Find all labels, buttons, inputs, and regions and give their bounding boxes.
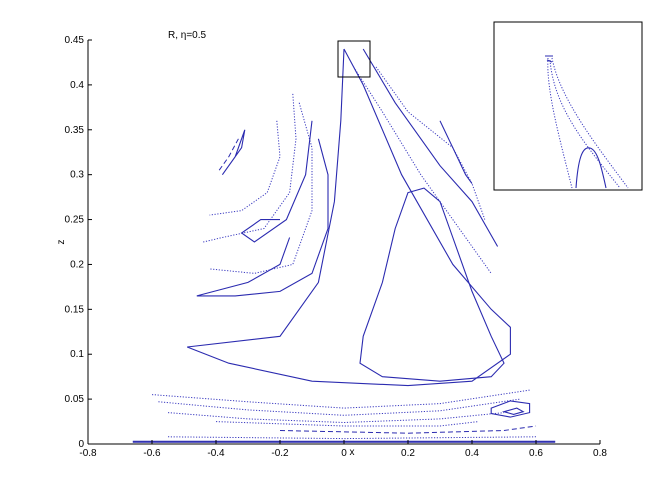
y-tick-label: 0.4 [70,80,84,91]
orbit-curve [353,66,492,274]
orbit-curves [132,48,556,443]
axes: -0.8 -0.6 -0.4 -0.2 0 0.2 0.4 0.6 0.8 0 0.05 0.1 0.… [65,35,608,459]
y-tick-label: 0.05 [65,394,85,405]
inset-frame [493,21,643,191]
zoom-region-box [337,40,371,78]
y-tick-label: 0.1 [70,349,84,360]
x-tick-label: 0 [341,448,347,459]
y-tick-label: 0.45 [65,35,85,46]
x-tick-label: 0.6 [529,448,543,459]
orbit-curve [439,120,473,184]
orbit-curve [501,407,525,415]
inset-curve [549,59,621,189]
inset-curve [545,55,553,63]
orbit-curve [279,425,537,434]
x-axis-label: x [350,447,355,458]
y-axis-label: z [56,240,67,245]
orbit-curve [375,66,486,220]
orbit-curve [359,187,505,382]
inset-panel [493,21,643,191]
x-tick-label: 0.8 [593,448,607,459]
orbit-curve [209,120,281,216]
y-tick-label: 0.15 [65,304,85,315]
x-tick-label: -0.8 [79,448,97,459]
x-tick-label: 0.2 [401,448,415,459]
chart-annotation: R, η=0.5 [168,30,207,41]
orbit-curve [167,436,537,440]
orbit-curve [209,102,313,274]
y-tick-label: 0 [78,439,84,450]
y-tick-label: 0.25 [65,215,85,226]
x-tick-label: -0.6 [143,448,161,459]
orbit-curve [196,138,329,297]
y-tick-label: 0.35 [65,125,85,136]
orbit-curve [221,129,246,176]
orbit-curve [187,48,511,387]
orbit-curve [240,120,313,243]
x-tick-label: -0.4 [207,448,225,459]
orbit-curve [362,48,499,247]
orbit-curve [151,389,530,409]
inset-curves [545,55,629,189]
inset-curve [551,57,629,189]
inset-curve [547,57,573,189]
orbit-curve [490,400,531,418]
x-tick-label: -0.2 [271,448,289,459]
y-tick-label: 0.2 [70,259,84,270]
x-ticks: -0.8 -0.6 -0.4 -0.2 0 0.2 0.4 0.6 0.8 [79,440,607,459]
orbit-curve [167,412,505,424]
inset-curve [575,147,607,189]
orbit-curve [203,93,297,243]
y-ticks: 0 0.05 0.1 0.15 0.2 0.25 0.3 0.35 0.4 0.45 [65,35,92,450]
x-tick-label: 0.4 [465,448,479,459]
orbit-curve [158,398,521,416]
orbit-curve [218,138,239,171]
y-tick-label: 0.3 [70,170,84,181]
